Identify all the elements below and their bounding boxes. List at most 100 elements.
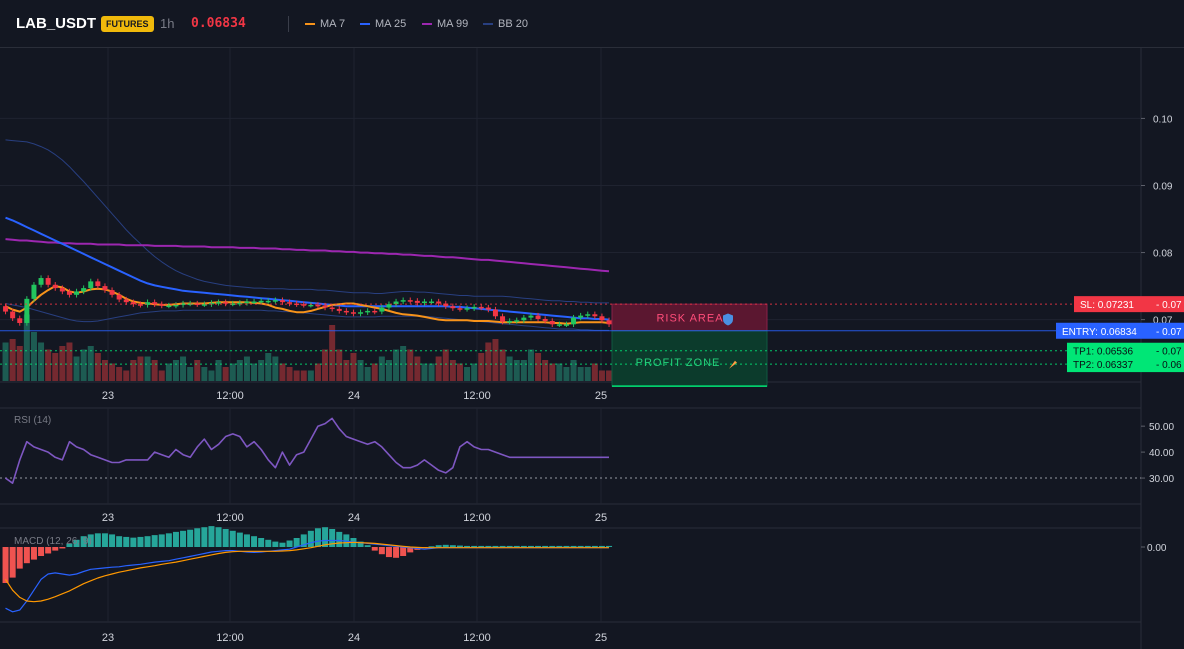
macd-histogram-bar (137, 536, 144, 547)
candle-body (393, 301, 399, 305)
macd-histogram-bar (492, 545, 499, 547)
candle-body (542, 318, 548, 321)
interval-selector[interactable]: 1h (160, 16, 175, 31)
candle-body (336, 308, 342, 311)
macd-histogram-bar (329, 529, 336, 547)
time-label: 23 (102, 632, 114, 644)
candle-body (258, 300, 264, 303)
candle-body (507, 320, 513, 323)
macd-histogram-bar (336, 531, 343, 547)
volume-bar (520, 360, 527, 381)
macd-histogram-bar (180, 530, 187, 547)
macd-histogram-bar (478, 545, 485, 547)
time-label: 12:00 (216, 512, 244, 524)
volume-bar (499, 349, 506, 381)
candle-body (166, 305, 172, 308)
volume-bar (130, 360, 137, 381)
candle-body (24, 298, 30, 323)
legend-swatch (305, 23, 315, 26)
profit-zone-label: PROFIT ZONE (636, 357, 721, 369)
macd-histogram-bar (570, 545, 577, 547)
candle-body (251, 301, 257, 304)
macd-histogram-bar (2, 547, 9, 583)
level-value-text: - 0.06 (1156, 360, 1182, 371)
volume-bar (222, 367, 229, 381)
macd-signal-line (4, 541, 609, 603)
candle-body (514, 320, 520, 322)
legend-ma99[interactable]: MA 99 (422, 0, 468, 48)
legend-label: BB 20 (498, 18, 528, 30)
volume-bar (293, 370, 300, 381)
macd-histogram-bar (357, 541, 364, 547)
candle-body (343, 310, 349, 313)
volume-bar (208, 370, 215, 381)
candle-body (201, 304, 207, 306)
candle-body (492, 309, 498, 317)
macd-histogram-bar (442, 544, 449, 547)
macd-histogram-bar (151, 535, 158, 547)
macd-histogram-bar (66, 543, 73, 547)
volume-bar (598, 370, 605, 381)
macd-histogram-bar (307, 530, 314, 547)
macd-histogram-bar (258, 538, 265, 547)
time-label: 24 (348, 390, 360, 402)
candle-body (372, 310, 378, 313)
volume-bar (464, 367, 471, 381)
macd-histogram-bar (314, 528, 321, 547)
candle-body (599, 316, 605, 321)
symbol-name[interactable]: LAB_USDT (16, 15, 97, 32)
macd-line (5, 539, 609, 613)
volume-bar (272, 356, 279, 381)
bb-upper-line (5, 139, 609, 304)
volume-bar (80, 349, 87, 381)
level-label-box (1074, 296, 1184, 313)
volume-bar (109, 363, 116, 381)
macd-histogram-bar (371, 547, 378, 551)
volume-bar (570, 360, 577, 381)
level-label-box (1067, 342, 1184, 359)
macd-histogram-bar (286, 540, 293, 547)
volume-bar (215, 360, 222, 381)
macd-histogram-bar (201, 527, 208, 547)
candle-body (159, 304, 165, 306)
macd-histogram-bar (45, 547, 52, 554)
macd-histogram-bar (563, 545, 570, 547)
macd-histogram-bar (598, 545, 605, 547)
volume-bar (251, 363, 258, 381)
candle-body (74, 291, 80, 295)
macd-histogram-bar (407, 547, 414, 553)
macd-tick-label: 0.00 (1147, 543, 1167, 554)
time-label: 25 (595, 390, 607, 402)
volume-bar (535, 353, 542, 381)
volume-bar (314, 363, 321, 381)
candle-body (478, 306, 484, 309)
macd-histogram-bar (236, 532, 243, 547)
volume-bar (563, 367, 570, 381)
candle-body (386, 304, 392, 308)
candle-body (208, 302, 214, 305)
legend-ma25[interactable]: MA 25 (360, 0, 406, 48)
time-label: 24 (348, 632, 360, 644)
macd-histogram-bar (364, 545, 371, 547)
macd-histogram-bar (94, 533, 101, 547)
candle-body (38, 278, 44, 285)
candle-body (45, 278, 51, 285)
volume-bar (73, 356, 80, 381)
macd-histogram-bar (38, 547, 45, 556)
volume-bar (322, 349, 329, 381)
rocket-icon (729, 360, 737, 369)
candle-body (471, 306, 477, 309)
candle-body (592, 314, 598, 317)
level-label-box (1067, 356, 1184, 373)
legend-ma7[interactable]: MA 7 (305, 0, 345, 48)
macd-histogram-bar (385, 547, 392, 558)
volume-bar (243, 356, 250, 381)
level-label-text: TP2: 0.06337 (1073, 360, 1133, 371)
volume-bar (471, 363, 478, 381)
legend-bb20[interactable]: BB 20 (483, 0, 528, 48)
candle-body (429, 301, 435, 304)
volume-bar (144, 356, 151, 381)
macd-histogram-bar (59, 547, 66, 549)
candle-body (457, 308, 463, 310)
